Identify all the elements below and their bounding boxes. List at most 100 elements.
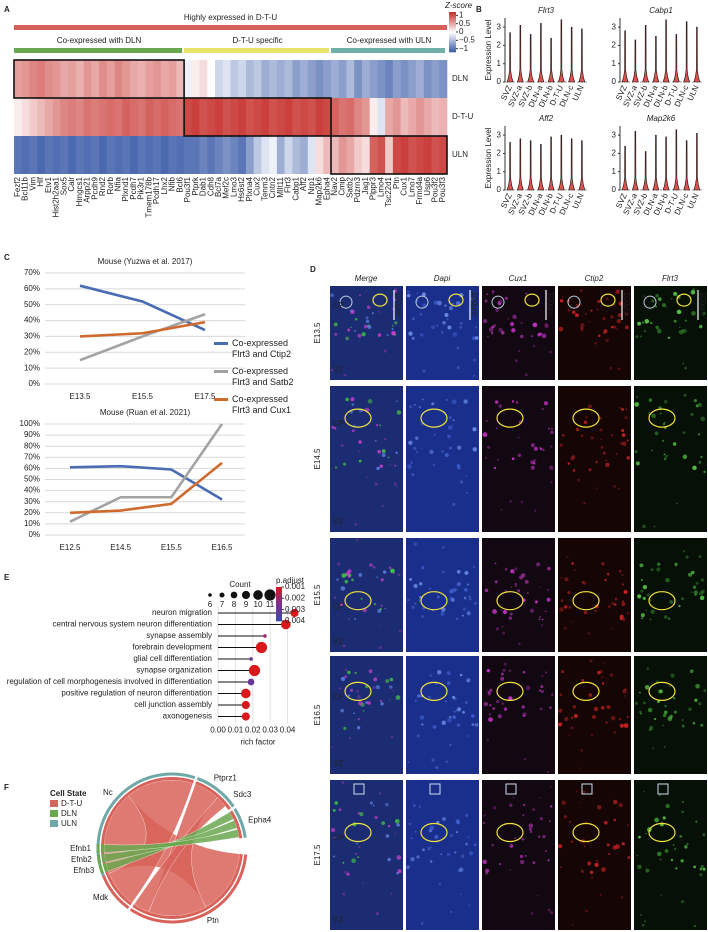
signal-speckle — [546, 588, 550, 592]
heatmap-cell — [168, 98, 177, 136]
signal-speckle — [348, 736, 352, 740]
row-label: E14.5 — [313, 448, 322, 469]
signal-speckle — [611, 628, 613, 630]
signal-speckle — [644, 319, 650, 324]
micrograph — [482, 656, 555, 774]
heatmap-cell — [44, 60, 53, 98]
signal-speckle — [649, 725, 654, 730]
y-tick-label: 90% — [24, 430, 40, 439]
signal-speckle — [575, 427, 580, 432]
signal-speckle — [634, 450, 638, 454]
signal-speckle — [344, 668, 348, 672]
signal-speckle — [559, 443, 563, 447]
signal-speckle — [333, 596, 337, 599]
region-marker — [344, 408, 372, 428]
signal-speckle — [681, 329, 684, 331]
signal-speckle — [347, 694, 351, 697]
signal-speckle — [663, 453, 666, 456]
heatmap-cell — [315, 98, 324, 136]
signal-speckle — [532, 322, 537, 327]
y-tick-label: 0 — [497, 185, 502, 194]
region-marker — [648, 681, 676, 702]
chart-title: Mouse (Ruan et al. 2021) — [100, 408, 191, 417]
signal-speckle — [577, 478, 580, 482]
signal-speckle — [497, 301, 502, 306]
gene-label: Tsc22d1 — [384, 176, 393, 206]
signal-speckle — [700, 416, 706, 422]
colorbar-step — [276, 619, 282, 622]
heatmap-cell — [137, 98, 146, 136]
signal-speckle — [645, 868, 650, 873]
signal-speckle — [463, 596, 467, 600]
signal-speckle — [388, 698, 391, 701]
heatmap-cell — [222, 98, 231, 136]
node-label: Efnb1 — [70, 844, 91, 853]
signal-speckle — [451, 598, 455, 602]
signal-speckle — [383, 349, 387, 353]
heatmap-cell — [207, 60, 216, 98]
gene-label: Bcl7a — [214, 176, 223, 197]
colorbar-tick-label: 1 — [459, 10, 464, 19]
signal-speckle — [355, 538, 359, 542]
signal-speckle — [500, 508, 503, 511]
micrograph — [558, 286, 631, 380]
title-bar — [14, 25, 447, 30]
signal-speckle — [532, 861, 536, 865]
micrograph — [482, 286, 555, 380]
signal-speckle — [457, 707, 462, 712]
signal-speckle — [391, 328, 394, 330]
colorbar-step — [449, 45, 456, 47]
signal-speckle — [539, 332, 543, 336]
signal-speckle — [485, 689, 488, 691]
signal-speckle — [358, 440, 362, 444]
heatmap-cell — [369, 98, 378, 136]
signal-speckle — [550, 430, 554, 435]
violin — [683, 140, 691, 191]
heatmap-cell — [52, 98, 61, 136]
signal-speckle — [456, 569, 461, 574]
signal-speckle — [599, 669, 604, 673]
signal-speckle — [419, 582, 423, 586]
signal-speckle — [451, 588, 456, 593]
signal-speckle — [580, 328, 584, 332]
signal-speckle — [486, 335, 489, 338]
gene-label: Plxnd1 — [121, 176, 130, 201]
signal-speckle — [376, 576, 379, 579]
signal-speckle — [366, 305, 371, 310]
signal-speckle — [550, 427, 554, 431]
colorbar-step — [449, 42, 456, 44]
signal-speckle — [654, 431, 659, 436]
lollipop-dot — [280, 619, 291, 630]
micrograph — [330, 780, 403, 930]
colorbar-step — [449, 19, 456, 21]
colorbar-step — [449, 17, 456, 19]
signal-speckle — [615, 453, 618, 455]
signal-speckle — [418, 405, 422, 409]
heatmap-cell — [269, 98, 278, 136]
signal-speckle — [420, 922, 424, 925]
signal-speckle — [386, 333, 389, 336]
heatmap-cell — [416, 60, 425, 98]
signal-speckle — [688, 707, 692, 711]
heatmap-cell — [191, 98, 200, 136]
heatmap-cell — [354, 136, 363, 174]
gene-label: Nrp1 — [307, 176, 316, 194]
heatmap-cell — [184, 60, 193, 98]
signal-speckle — [639, 563, 644, 568]
signal-speckle — [406, 865, 410, 870]
y-tick-label: 1 — [612, 167, 617, 176]
signal-speckle — [663, 399, 668, 404]
signal-speckle — [498, 862, 502, 866]
signal-speckle — [444, 452, 449, 458]
colorbar-step — [449, 33, 456, 35]
signal-speckle — [529, 830, 533, 834]
heatmap-cell — [307, 60, 316, 98]
signal-speckle — [692, 721, 696, 725]
y-tick-label: 20% — [24, 508, 40, 517]
signal-speckle — [618, 717, 622, 721]
signal-speckle — [665, 454, 668, 458]
signal-speckle — [664, 704, 667, 708]
heatmap-cell — [431, 98, 440, 136]
signal-speckle — [472, 565, 476, 569]
signal-speckle — [418, 599, 421, 602]
